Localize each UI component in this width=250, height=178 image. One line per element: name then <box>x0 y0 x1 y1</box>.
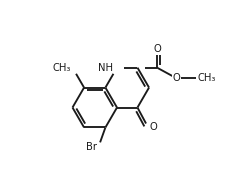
Text: O: O <box>149 122 157 132</box>
Text: CH₃: CH₃ <box>52 63 71 73</box>
Text: Br: Br <box>86 142 96 152</box>
Text: O: O <box>153 44 161 54</box>
Text: NH: NH <box>98 63 112 73</box>
Text: CH₃: CH₃ <box>198 73 216 83</box>
Text: O: O <box>173 73 180 83</box>
